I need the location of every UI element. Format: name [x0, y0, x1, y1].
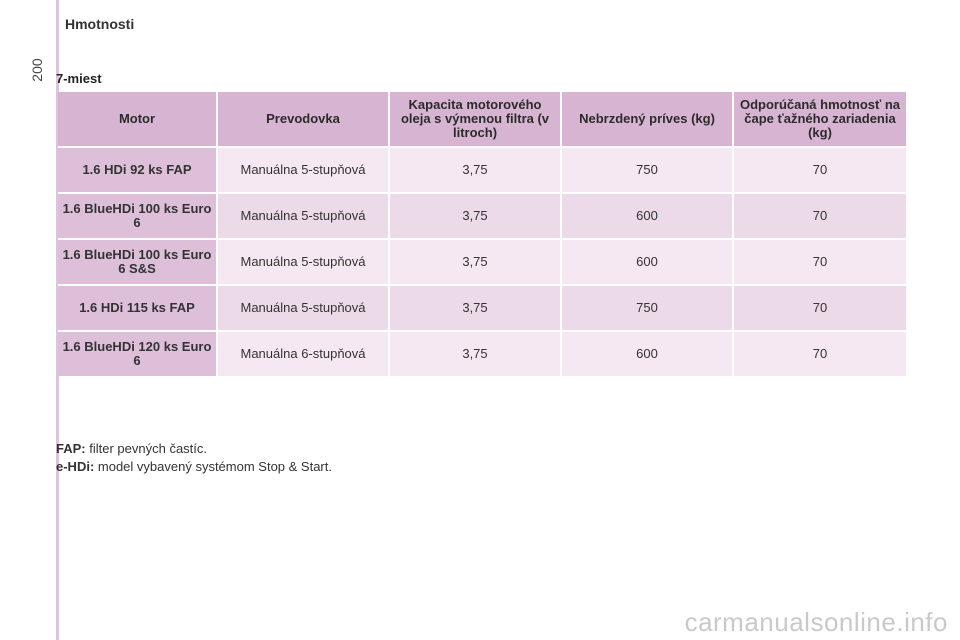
- column-header-unbraked-trailer: Nebrzdený príves (kg): [562, 92, 732, 146]
- table-row: 1.6 BlueHDi 100 ks Euro 6 S&S Manuálna 5…: [58, 238, 906, 284]
- cell-gearbox: Manuálna 5-stupňová: [218, 238, 388, 284]
- footnote-text: model vybavený systémom Stop & Start.: [94, 459, 332, 474]
- watermark: carmanualsonline.info: [684, 607, 948, 637]
- cell-towball-weight: 70: [734, 146, 906, 192]
- footnote-text: filter pevných častíc.: [85, 441, 208, 456]
- table-row: 1.6 HDi 92 ks FAP Manuálna 5-stupňová 3,…: [58, 146, 906, 192]
- column-header-towball-weight: Odporúčaná hmotnosť na čape ťažného zari…: [734, 92, 906, 146]
- page-number: 200: [29, 58, 45, 82]
- table-header-row: Motor Prevodovka Kapacita motorového ole…: [58, 92, 906, 146]
- footnote-fap: FAP: filter pevných častíc.: [56, 440, 332, 458]
- cell-towball-weight: 70: [734, 284, 906, 330]
- cell-unbraked-trailer: 750: [562, 146, 732, 192]
- cell-motor: 1.6 HDi 115 ks FAP: [58, 284, 216, 330]
- column-header-gearbox: Prevodovka: [218, 92, 388, 146]
- footnote-term: FAP:: [56, 441, 86, 456]
- weights-table: Motor Prevodovka Kapacita motorového ole…: [56, 92, 908, 376]
- cell-oil-capacity: 3,75: [390, 238, 560, 284]
- cell-motor: 1.6 BlueHDi 120 ks Euro 6: [58, 330, 216, 376]
- table-subtitle: 7-miest: [56, 71, 102, 86]
- cell-towball-weight: 70: [734, 238, 906, 284]
- table-row: 1.6 BlueHDi 120 ks Euro 6 Manuálna 6-stu…: [58, 330, 906, 376]
- section-side-bar: [56, 0, 59, 640]
- footnote-ehdi: e-HDi: model vybavený systémom Stop & St…: [56, 458, 332, 476]
- cell-motor: 1.6 BlueHDi 100 ks Euro 6 S&S: [58, 238, 216, 284]
- cell-unbraked-trailer: 750: [562, 284, 732, 330]
- column-header-oil-capacity: Kapacita motorového oleja s výmenou filt…: [390, 92, 560, 146]
- cell-oil-capacity: 3,75: [390, 146, 560, 192]
- footnotes: FAP: filter pevných častíc. e-HDi: model…: [56, 440, 332, 476]
- cell-unbraked-trailer: 600: [562, 192, 732, 238]
- column-header-motor: Motor: [58, 92, 216, 146]
- section-title: Hmotnosti: [65, 16, 135, 32]
- table-row: 1.6 HDi 115 ks FAP Manuálna 5-stupňová 3…: [58, 284, 906, 330]
- cell-unbraked-trailer: 600: [562, 330, 732, 376]
- cell-unbraked-trailer: 600: [562, 238, 732, 284]
- cell-towball-weight: 70: [734, 192, 906, 238]
- cell-gearbox: Manuálna 5-stupňová: [218, 192, 388, 238]
- footnote-term: e-HDi:: [56, 459, 95, 474]
- cell-oil-capacity: 3,75: [390, 284, 560, 330]
- cell-gearbox: Manuálna 5-stupňová: [218, 146, 388, 192]
- cell-gearbox: Manuálna 6-stupňová: [218, 330, 388, 376]
- cell-oil-capacity: 3,75: [390, 330, 560, 376]
- cell-gearbox: Manuálna 5-stupňová: [218, 284, 388, 330]
- cell-motor: 1.6 BlueHDi 100 ks Euro 6: [58, 192, 216, 238]
- cell-motor: 1.6 HDi 92 ks FAP: [58, 146, 216, 192]
- cell-oil-capacity: 3,75: [390, 192, 560, 238]
- table-row: 1.6 BlueHDi 100 ks Euro 6 Manuálna 5-stu…: [58, 192, 906, 238]
- cell-towball-weight: 70: [734, 330, 906, 376]
